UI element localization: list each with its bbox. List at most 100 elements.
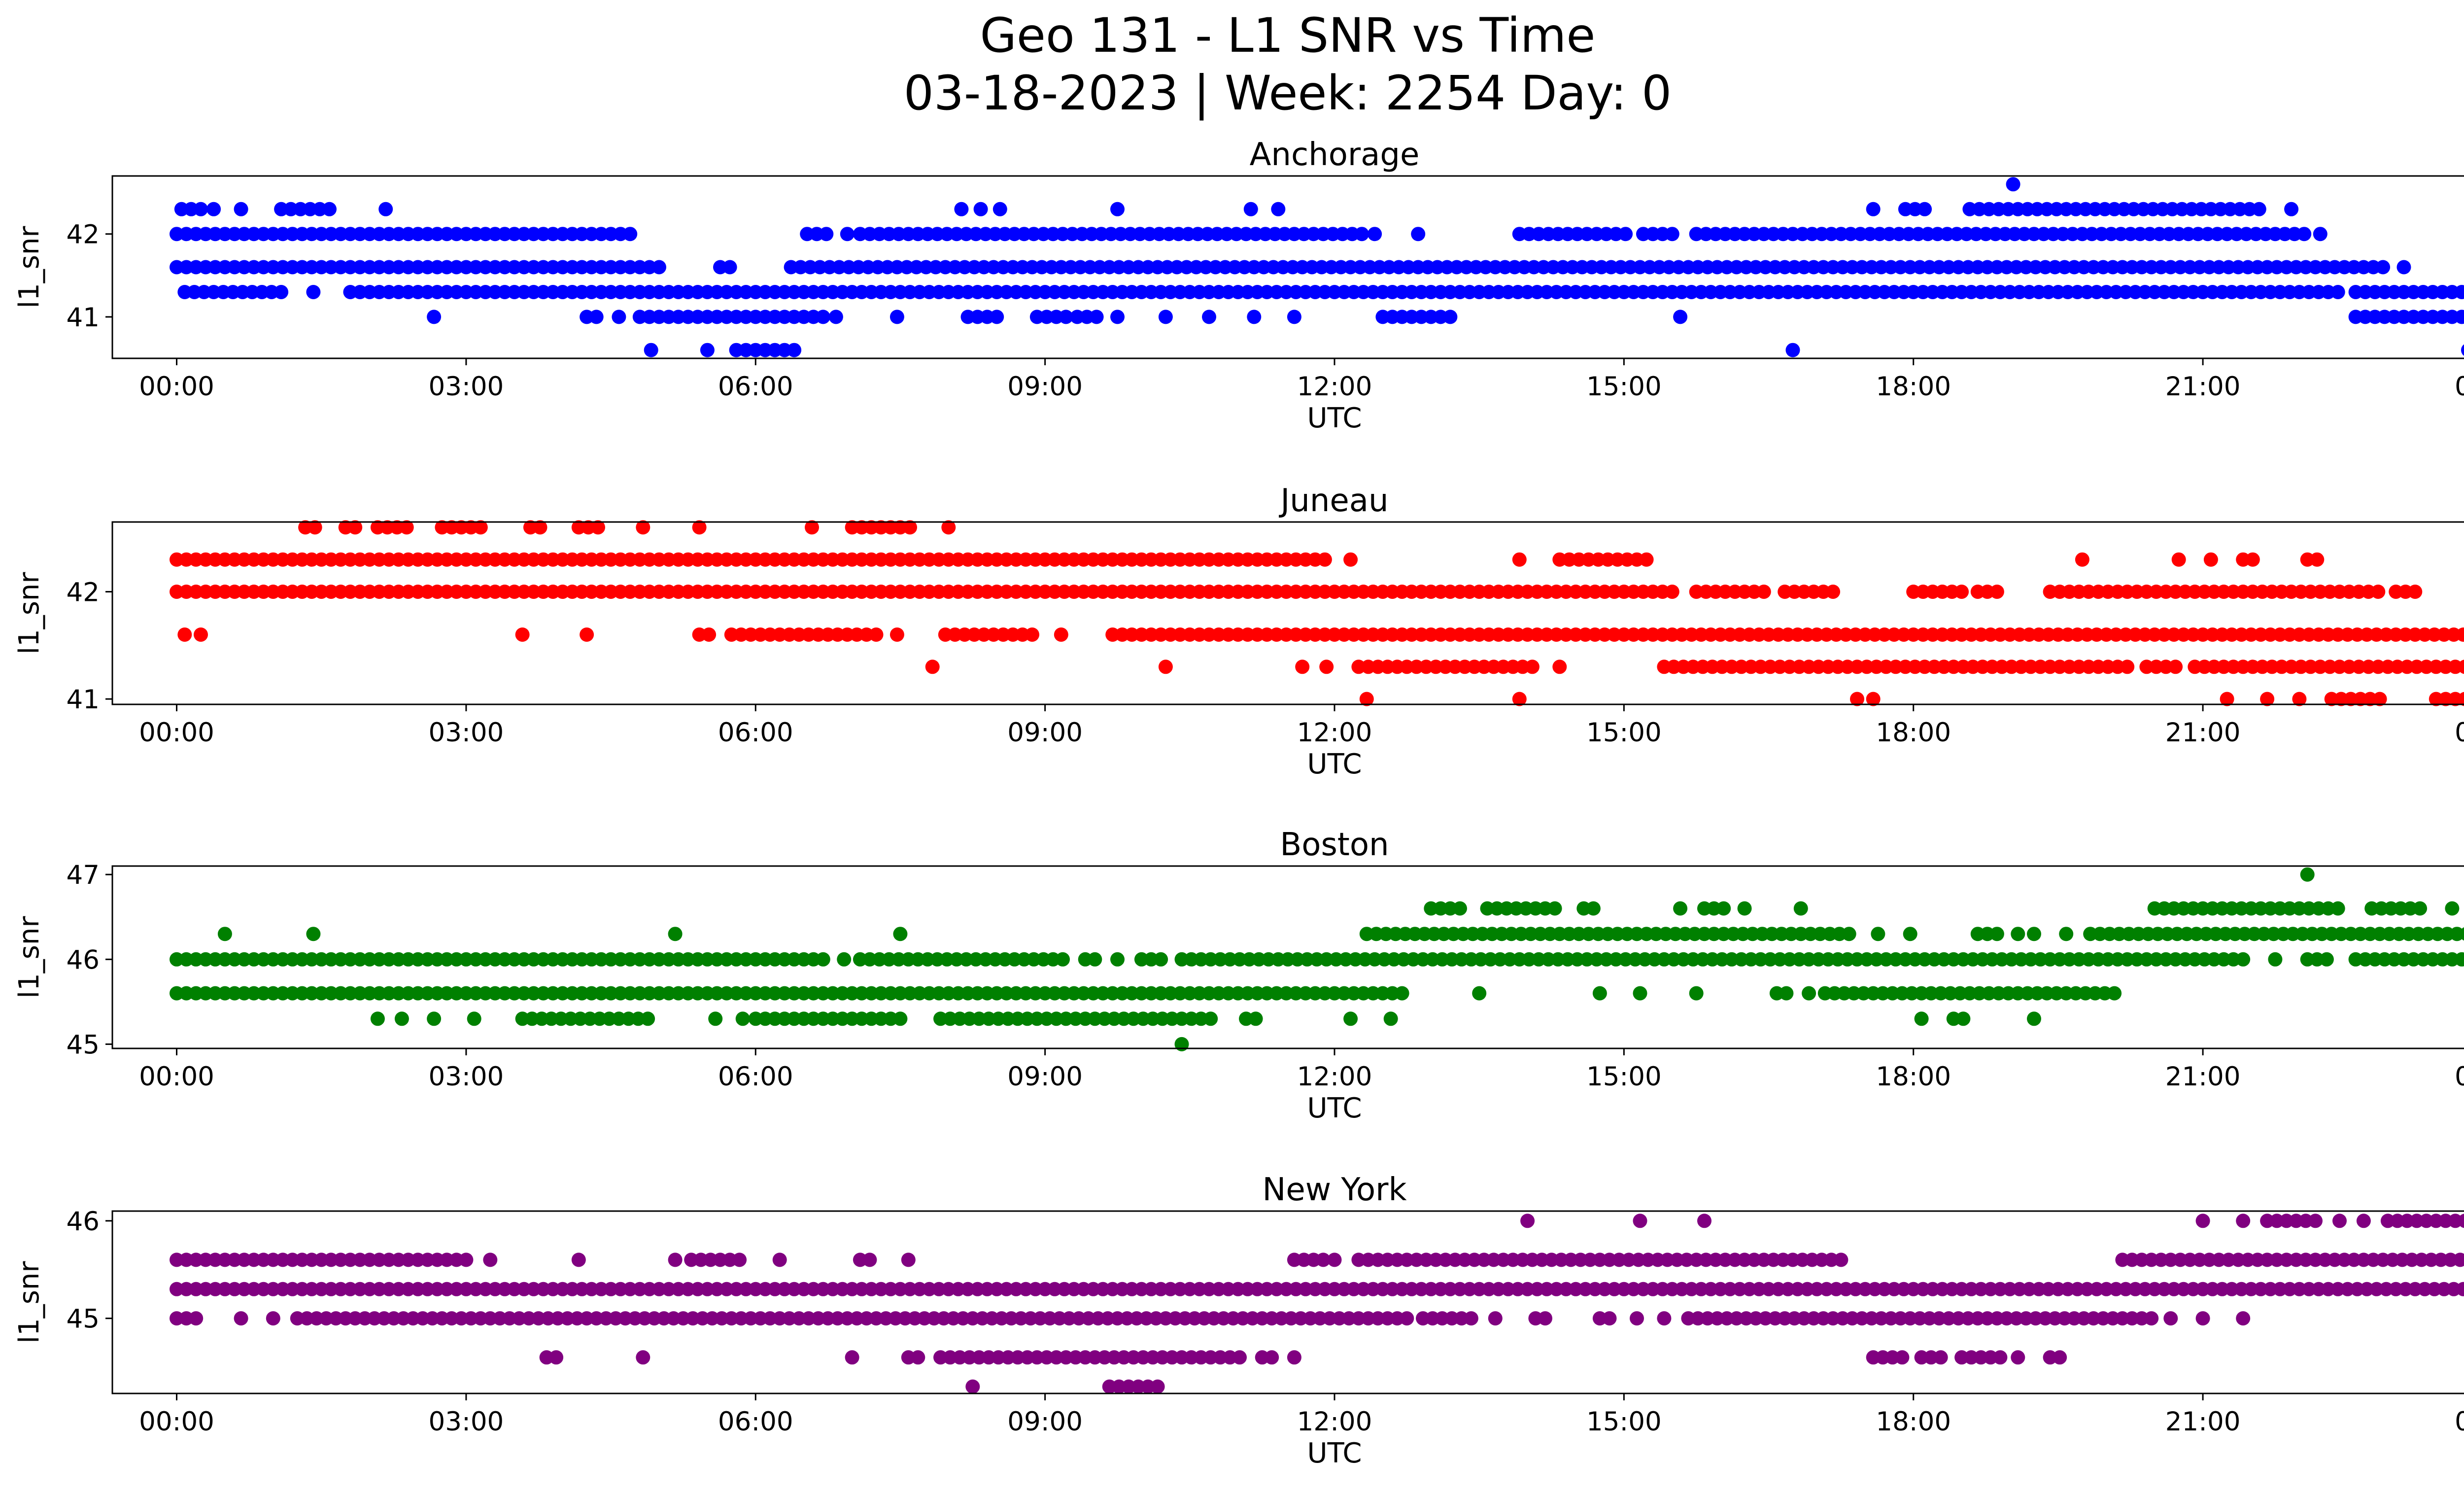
data-point	[1512, 692, 1527, 706]
data-point	[925, 660, 940, 674]
subplot-new-york: New York 00:00 03:00 06:00 09:00 12:00 15:00 18…	[13, 1172, 2464, 1469]
data-point	[623, 227, 638, 242]
data-point	[1538, 1311, 1552, 1326]
data-point	[580, 627, 594, 642]
data-point	[708, 1011, 723, 1026]
data-point	[1453, 901, 1467, 916]
x-tick-label: 03:00	[429, 718, 504, 748]
data-point	[1488, 1311, 1503, 1326]
data-point	[1343, 1011, 1358, 1026]
data-point	[1158, 310, 1173, 324]
data-point	[1602, 1311, 1617, 1326]
data-point	[306, 927, 321, 941]
data-point	[612, 310, 626, 324]
data-point	[1665, 227, 1679, 242]
data-point	[652, 260, 666, 275]
data-point	[805, 520, 819, 535]
data-point	[1400, 1311, 1414, 1326]
data-point	[644, 343, 658, 357]
data-point	[1174, 1037, 1189, 1051]
data-point	[473, 520, 488, 535]
data-point	[1316, 1252, 1331, 1267]
data-point	[1287, 310, 1301, 324]
data-point	[2459, 927, 2464, 941]
data-point	[1639, 552, 1654, 567]
data-point	[1110, 310, 1125, 324]
data-point	[571, 1252, 586, 1267]
data-point	[1834, 1252, 1848, 1267]
x-tick-label: 21:00	[2165, 1407, 2241, 1437]
y-axis-label: l1_snr	[13, 226, 45, 309]
data-point	[427, 310, 442, 324]
data-point	[1368, 227, 1382, 242]
data-point	[2168, 660, 2183, 674]
data-point	[2456, 627, 2464, 642]
x-tick-label: 00:00	[2455, 1062, 2464, 1092]
data-point	[1203, 1011, 1218, 1026]
data-point	[2453, 1252, 2464, 1267]
data-point	[1871, 927, 1885, 941]
data-point	[1287, 1350, 1301, 1365]
data-point	[1271, 202, 1286, 216]
x-tick-label: 09:00	[1007, 1407, 1083, 1437]
data-point	[1520, 1214, 1535, 1228]
data-point	[306, 285, 321, 299]
data-point	[700, 343, 715, 357]
data-point	[348, 520, 363, 535]
data-point	[467, 1011, 481, 1026]
data-point	[370, 1011, 385, 1026]
data-point	[816, 310, 830, 324]
x-tick-label: 15:00	[1586, 1062, 1662, 1092]
data-point	[2319, 952, 2334, 967]
data-point	[1895, 1350, 1910, 1365]
data-point	[2332, 1214, 2347, 1228]
data-point	[2053, 1350, 2067, 1365]
data-point	[1150, 1379, 1165, 1394]
data-point	[1110, 952, 1125, 967]
data-point	[893, 927, 908, 941]
data-point	[217, 927, 232, 941]
data-point	[1917, 202, 1932, 216]
data-point	[2376, 260, 2391, 275]
data-point	[533, 520, 548, 535]
x-tick-label: 21:00	[2165, 372, 2241, 402]
data-point	[1914, 1011, 1929, 1026]
data-points	[170, 867, 2464, 1051]
data-point	[2268, 952, 2283, 967]
x-tick-label: 18:00	[1876, 372, 1951, 402]
data-point	[1154, 952, 1168, 967]
data-point	[636, 520, 650, 535]
data-point	[194, 627, 208, 642]
data-point	[2144, 1311, 2159, 1326]
data-point	[901, 1252, 916, 1267]
data-point	[194, 202, 208, 216]
data-point	[990, 310, 1004, 324]
data-points	[170, 520, 2464, 706]
data-point	[1956, 1011, 1971, 1026]
data-point	[1343, 552, 1358, 567]
data-point	[591, 520, 605, 535]
x-tick-label: 18:00	[1876, 718, 1951, 748]
data-point	[1689, 986, 1704, 1001]
x-tick-label: 15:00	[1586, 1407, 1662, 1437]
data-point	[903, 520, 917, 535]
data-point	[2203, 552, 2218, 567]
data-point	[2408, 585, 2423, 599]
x-axis-label: UTC	[1307, 402, 1362, 434]
data-point	[2371, 585, 2386, 599]
data-point	[2458, 1214, 2464, 1228]
subplot-title: New York	[1262, 1172, 1406, 1208]
data-point	[399, 520, 414, 535]
data-point	[1472, 986, 1487, 1001]
data-point	[1054, 627, 1068, 642]
data-point	[2330, 285, 2345, 299]
data-point	[1089, 310, 1104, 324]
x-tick-label: 12:00	[1297, 1062, 1372, 1092]
data-point	[1512, 552, 1527, 567]
x-tick-label: 00:00	[139, 1062, 214, 1092]
data-point	[735, 1011, 750, 1026]
data-point	[308, 520, 322, 535]
x-tick-label: 12:00	[1297, 372, 1372, 402]
data-point	[941, 520, 956, 535]
data-point	[2455, 310, 2464, 324]
